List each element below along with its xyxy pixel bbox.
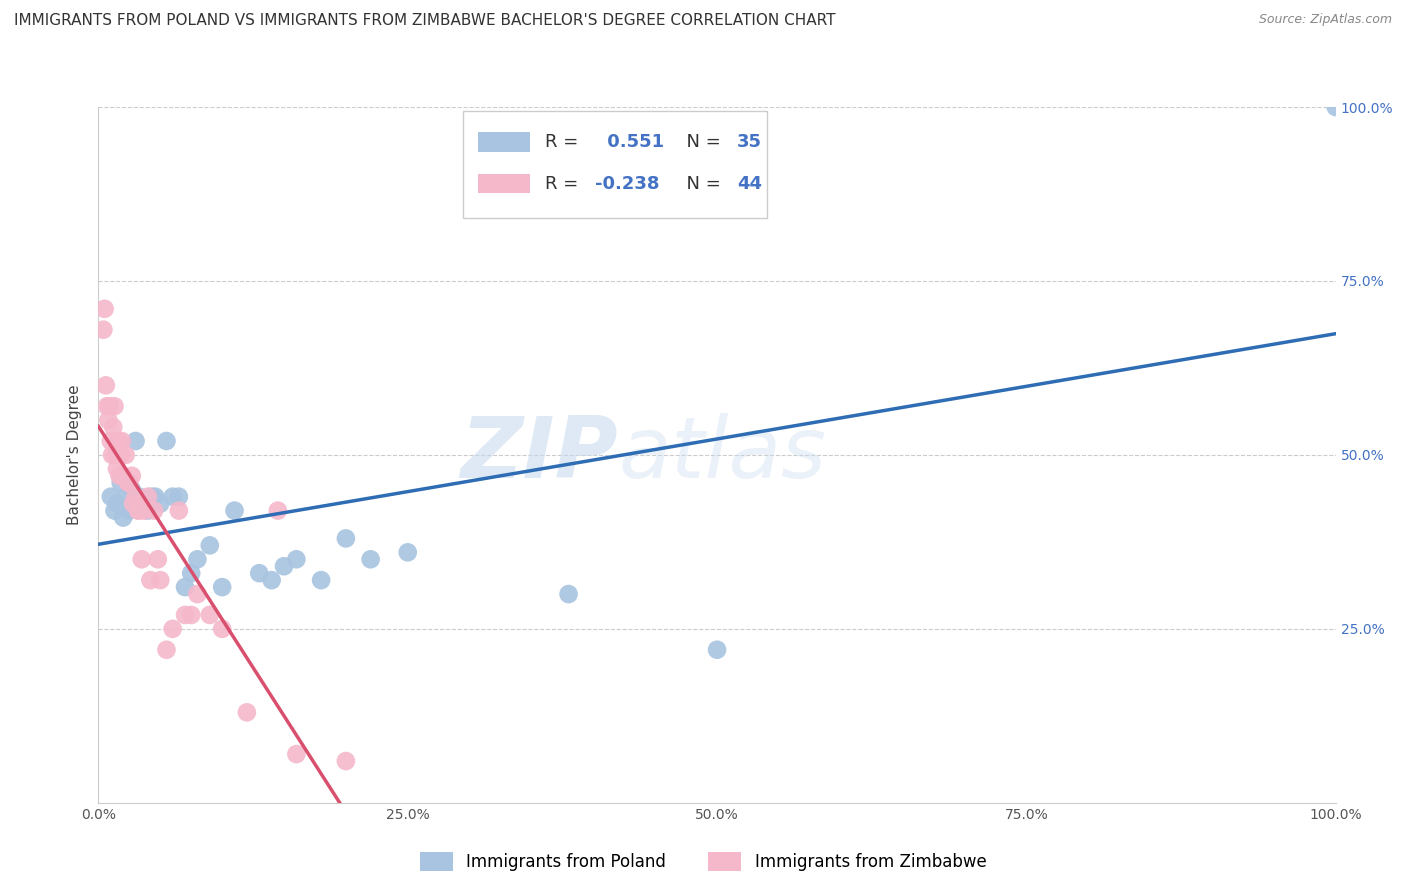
Point <box>260 573 283 587</box>
Text: N =: N = <box>675 175 727 193</box>
Point <box>360 552 382 566</box>
Y-axis label: Bachelor's Degree: Bachelor's Degree <box>67 384 83 525</box>
Point <box>198 607 221 622</box>
Point <box>121 483 143 497</box>
Point <box>110 475 132 490</box>
Text: IMMIGRANTS FROM POLAND VS IMMIGRANTS FROM ZIMBABWE BACHELOR'S DEGREE CORRELATION: IMMIGRANTS FROM POLAND VS IMMIGRANTS FRO… <box>14 13 835 29</box>
Point <box>93 323 115 337</box>
Point <box>167 490 190 504</box>
Point <box>128 490 150 504</box>
Point <box>122 497 145 511</box>
Point <box>131 552 153 566</box>
Point <box>111 434 134 448</box>
Text: 0.551: 0.551 <box>600 133 664 151</box>
Text: atlas: atlas <box>619 413 827 497</box>
Point <box>100 434 122 448</box>
Point <box>114 448 136 462</box>
Text: R =: R = <box>546 175 583 193</box>
Point <box>162 622 184 636</box>
Point <box>167 503 190 517</box>
Point <box>180 566 202 581</box>
Point <box>105 497 128 511</box>
Text: 44: 44 <box>737 175 762 193</box>
Point <box>143 503 166 517</box>
Point <box>149 573 172 587</box>
Point <box>117 475 139 490</box>
Point <box>104 448 127 462</box>
Point <box>96 399 118 413</box>
Text: 35: 35 <box>737 133 762 151</box>
Point <box>98 399 121 413</box>
Point <box>143 490 166 504</box>
Point <box>118 503 141 517</box>
FancyBboxPatch shape <box>478 174 530 194</box>
Point <box>103 420 125 434</box>
Point <box>127 503 149 517</box>
Point <box>136 503 159 517</box>
Point <box>136 490 159 504</box>
Point <box>110 448 132 462</box>
FancyBboxPatch shape <box>478 132 530 152</box>
FancyBboxPatch shape <box>464 111 766 219</box>
Point <box>273 559 295 574</box>
Point <box>124 434 146 448</box>
Point <box>103 399 125 413</box>
Point <box>94 378 117 392</box>
Point <box>118 475 141 490</box>
Point <box>155 642 177 657</box>
Point <box>285 747 308 761</box>
Point <box>100 490 122 504</box>
Point <box>112 468 135 483</box>
Point <box>103 503 125 517</box>
Point <box>335 754 357 768</box>
Point <box>124 490 146 504</box>
Point <box>112 510 135 524</box>
Point <box>97 413 120 427</box>
Point <box>224 503 246 517</box>
Point <box>174 580 197 594</box>
Point <box>186 552 208 566</box>
Point <box>180 607 202 622</box>
Point <box>186 587 208 601</box>
Point <box>114 490 136 504</box>
Point <box>139 573 162 587</box>
Point <box>141 490 163 504</box>
Point <box>162 490 184 504</box>
Point <box>335 532 357 546</box>
Point <box>236 706 259 720</box>
Point <box>198 538 221 552</box>
Point <box>1324 100 1347 114</box>
Point <box>155 434 177 448</box>
Point <box>105 462 128 476</box>
Point <box>101 448 124 462</box>
Point <box>174 607 197 622</box>
Point <box>93 301 115 316</box>
Point <box>285 552 308 566</box>
Point <box>247 566 270 581</box>
Point <box>396 545 419 559</box>
Point <box>107 434 129 448</box>
Point <box>131 497 153 511</box>
Point <box>309 573 332 587</box>
Legend: Immigrants from Poland, Immigrants from Zimbabwe: Immigrants from Poland, Immigrants from … <box>412 843 994 880</box>
Point <box>557 587 579 601</box>
Text: Source: ZipAtlas.com: Source: ZipAtlas.com <box>1258 13 1392 27</box>
Point <box>134 503 156 517</box>
Point <box>128 503 150 517</box>
Text: -0.238: -0.238 <box>595 175 659 193</box>
Point <box>108 468 131 483</box>
Point <box>121 468 143 483</box>
Text: ZIP: ZIP <box>460 413 619 497</box>
Point <box>706 642 728 657</box>
Point <box>149 497 172 511</box>
Point <box>267 503 290 517</box>
Point <box>211 580 233 594</box>
Point <box>146 552 169 566</box>
Text: R =: R = <box>546 133 583 151</box>
Text: N =: N = <box>675 133 727 151</box>
Point <box>211 622 233 636</box>
